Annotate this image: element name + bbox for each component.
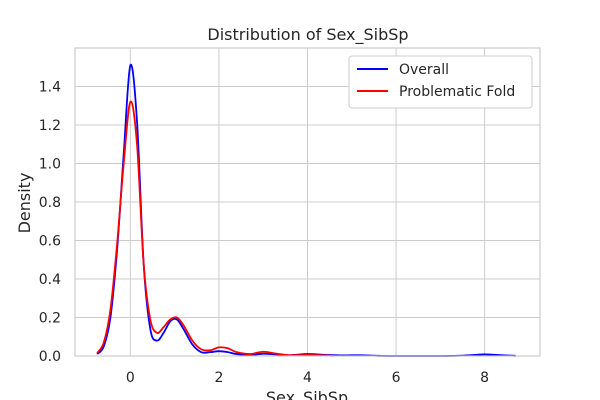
y-tick-label: 1.2	[39, 118, 61, 134]
chart-title: Distribution of Sex_SibSp	[207, 25, 408, 45]
tick-labels: 0 2 4 6 8 0.0 0.2 0.4 0.6 0.8 1.0 1.2 1.4	[39, 80, 489, 387]
y-tick-label: 0.6	[39, 234, 61, 250]
x-axis-label: Sex_SibSp	[266, 388, 348, 400]
x-tick-label: 8	[480, 370, 489, 386]
x-tick-label: 4	[303, 370, 312, 386]
y-axis-label: Density	[15, 173, 34, 234]
y-tick-label: 1.4	[39, 80, 61, 96]
x-tick-label: 6	[392, 370, 401, 386]
legend-label-problematic-fold: Problematic Fold	[399, 84, 515, 100]
x-tick-label: 2	[214, 370, 223, 386]
y-tick-label: 0.8	[39, 195, 61, 211]
legend-label-overall: Overall	[399, 62, 449, 78]
y-tick-label: 0.2	[39, 311, 61, 327]
legend: Overall Problematic Fold	[348, 55, 533, 109]
x-tick-label: 0	[126, 370, 135, 386]
series-line-problematic-fold	[96, 100, 335, 357]
plot-frame	[74, 47, 541, 357]
y-tick-label: 0.0	[39, 349, 61, 365]
y-tick-label: 0.4	[39, 272, 61, 288]
y-tick-label: 1.0	[39, 157, 61, 173]
legend-box	[348, 55, 533, 109]
